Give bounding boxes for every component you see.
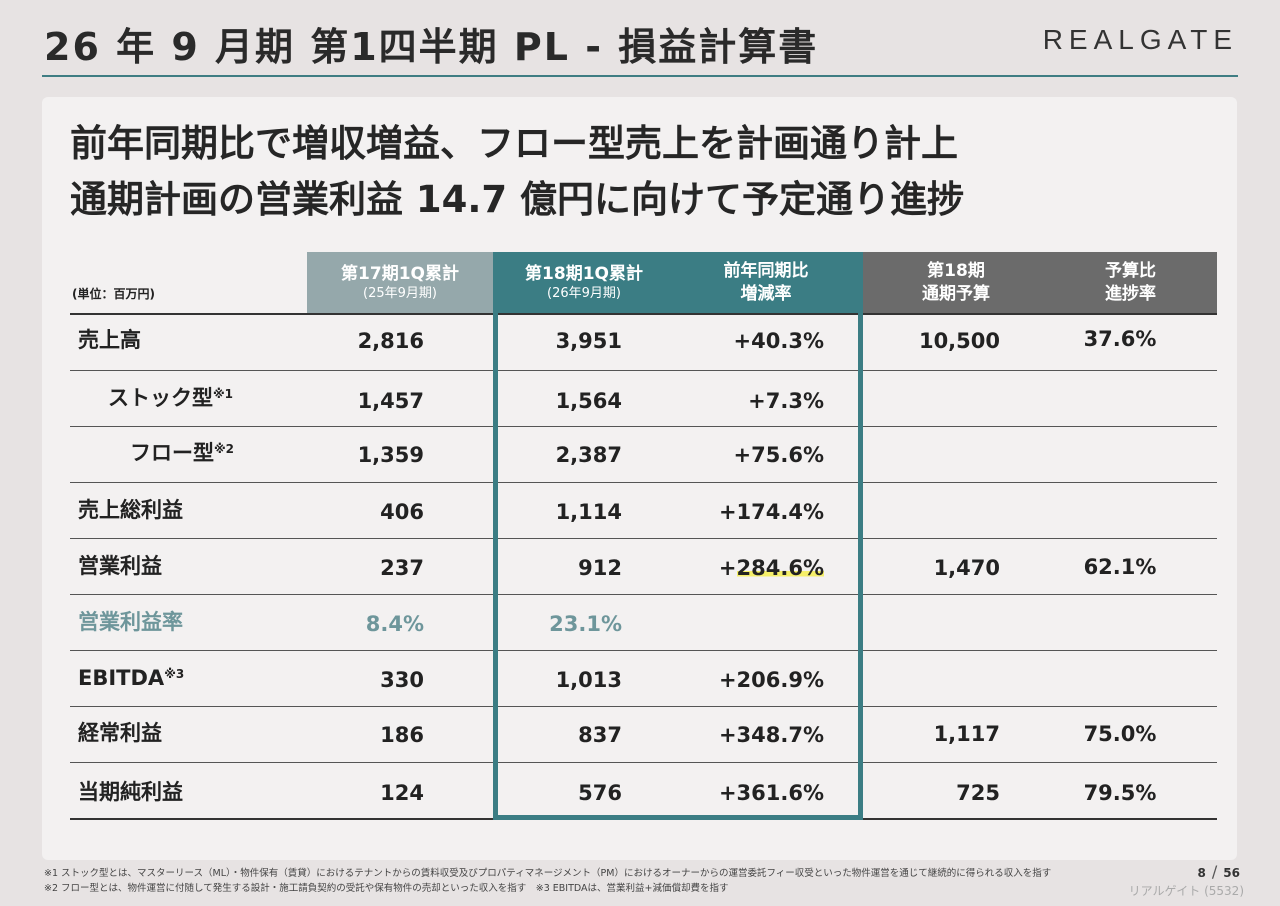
- cell-fy17: 406: [380, 500, 424, 524]
- cell-fy18: 1,013: [555, 668, 622, 692]
- cell-yoy: +40.3%: [733, 329, 824, 353]
- cell-budget: 725: [956, 781, 1000, 805]
- cell-budget: 10,500: [918, 329, 1000, 353]
- headline-line-2: 通期計画の営業利益 14.7 億円に向けて予定通り進捗: [70, 178, 965, 221]
- row-label-revenue: 売上高: [78, 328, 141, 352]
- cell-yoy: +174.4%: [718, 500, 824, 524]
- cell-budget: 1,470: [933, 556, 1000, 580]
- row-label-ordinary-profit: 経常利益: [78, 721, 162, 745]
- column-header-fy17: 第17期1Q累計 (25年9月期): [307, 252, 493, 314]
- content-card: [42, 97, 1237, 860]
- row-label-flow: フロー型※2: [130, 441, 235, 465]
- cell-fy18: 1,114: [555, 500, 622, 524]
- table-rule: [70, 650, 1217, 651]
- cell-fy18: 3,951: [555, 329, 622, 353]
- column-header-yoy: 前年同期比 増減率: [723, 261, 809, 304]
- footnote-2: ※2 フロー型とは、物件運営に付随して発生する設計・施工請負契約の受託や保有物件…: [44, 883, 729, 894]
- cell-progress: 37.6%: [1083, 327, 1157, 351]
- headline: 前年同期比で増収増益、フロー型売上を計画通り計上 通期計画の営業利益 14.7 …: [70, 116, 964, 228]
- table-rule: [70, 706, 1217, 707]
- page-number: 8/56: [1197, 862, 1240, 881]
- footnote-1: ※1 ストック型とは、マスターリース（ML）・物件保有（賃貸）におけるテナントか…: [44, 868, 1052, 879]
- cell-fy18: 23.1%: [549, 612, 622, 636]
- footnote-marker: ※1: [213, 387, 234, 401]
- unit-label: (単位：百万円): [72, 287, 155, 301]
- table-rule: [70, 594, 1217, 595]
- cell-yoy: +284.6%: [718, 556, 824, 580]
- company-logo: REALGATE: [1042, 24, 1238, 55]
- row-label-net-income: 当期純利益: [78, 780, 183, 804]
- row-label-operating-profit: 営業利益: [78, 554, 162, 578]
- table-rule: [70, 762, 1217, 763]
- cell-yoy: +206.9%: [718, 668, 824, 692]
- cell-fy17: 124: [380, 781, 424, 805]
- cell-fy18: 576: [578, 781, 622, 805]
- row-label-gross-profit: 売上総利益: [78, 498, 183, 522]
- cell-fy18: 1,564: [555, 389, 622, 413]
- table-rule: [70, 313, 1217, 315]
- footnotes: ※1 ストック型とは、マスターリース（ML）・物件保有（賃貸）におけるテナントか…: [44, 866, 1051, 896]
- table-rule: [70, 370, 1217, 371]
- slide-title: 26 年 9 月期 第1四半期 PL - 損益計算書: [44, 25, 819, 69]
- footnote-marker: ※3: [164, 667, 185, 681]
- cell-progress: 62.1%: [1083, 555, 1157, 579]
- headline-line-1: 前年同期比で増収増益、フロー型売上を計画通り計上: [70, 122, 958, 165]
- cell-budget: 1,117: [933, 722, 1000, 746]
- table-rule: [70, 538, 1217, 539]
- cell-fy17: 1,359: [357, 443, 424, 467]
- row-label-operating-margin: 営業利益率: [78, 610, 183, 634]
- cell-fy17: 237: [380, 556, 424, 580]
- column-header-budget-group: [863, 252, 1217, 314]
- cell-fy18: 912: [578, 556, 622, 580]
- cell-yoy: +7.3%: [748, 389, 824, 413]
- table-rule: [70, 818, 1217, 820]
- column-header-progress: 予算比 進捗率: [1105, 261, 1156, 304]
- cell-fy18: 2,387: [555, 443, 622, 467]
- table-rule: [70, 426, 1217, 427]
- title-divider: [42, 75, 1238, 77]
- row-label-ebitda: EBITDA※3: [78, 666, 185, 690]
- cell-yoy: +348.7%: [718, 723, 824, 747]
- cell-yoy: +75.6%: [733, 443, 824, 467]
- highlighted-value: 284.6%: [736, 556, 824, 580]
- footnote-marker: ※2: [214, 442, 235, 456]
- company-name: リアルゲイト (5532): [1128, 884, 1244, 898]
- column-header-fy18-group: [493, 252, 863, 314]
- column-header-fy18: 第18期1Q累計 (26年9月期): [525, 264, 643, 301]
- cell-fy17: 2,816: [357, 329, 424, 353]
- cell-fy17: 186: [380, 723, 424, 747]
- cell-fy17: 330: [380, 668, 424, 692]
- table-rule: [70, 482, 1217, 483]
- cell-progress: 79.5%: [1083, 781, 1157, 805]
- cell-progress: 75.0%: [1083, 722, 1157, 746]
- cell-yoy: +361.6%: [718, 781, 824, 805]
- cell-fy18: 837: [578, 723, 622, 747]
- row-label-stock: ストック型※1: [108, 386, 234, 410]
- column-header-budget: 第18期 通期予算: [922, 261, 990, 304]
- cell-fy17: 8.4%: [365, 612, 424, 636]
- cell-fy17: 1,457: [357, 389, 424, 413]
